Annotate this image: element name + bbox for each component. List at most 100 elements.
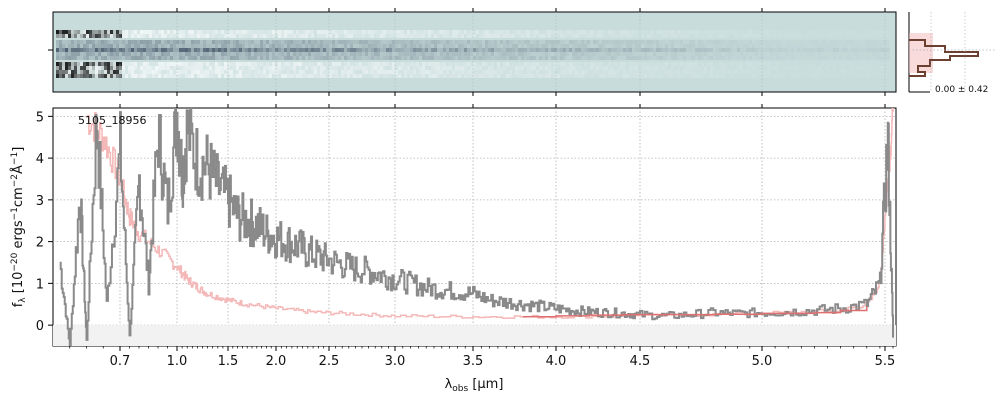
trace-pixel [419,44,422,48]
trace-pixel [371,44,374,48]
trace-pixel [101,52,104,56]
trace-pixel [698,44,701,48]
trace-pixel [320,52,323,56]
noise-pixel [272,30,275,34]
trace-pixel [230,40,233,44]
trace-pixel [767,52,770,56]
trace-pixel [722,48,725,52]
trace-pixel [746,48,749,52]
noise-pixel [416,62,419,66]
noise-pixel [365,30,368,34]
noise-pixel [686,74,689,78]
noise-pixel [233,34,236,38]
trace-pixel [566,40,569,44]
trace-pixel [869,52,872,56]
trace-pixel [620,48,623,52]
noise-pixel [482,66,485,70]
noise-pixel [710,62,713,66]
trace-pixel [566,44,569,48]
trace-pixel [740,56,743,60]
noise-pixel [410,62,413,66]
noise-pixel [152,34,155,38]
noise-pixel [824,66,827,70]
trace-pixel [182,44,185,48]
noise-pixel [515,34,518,38]
trace-pixel [164,52,167,56]
noise-pixel [803,34,806,38]
noise-pixel [254,74,257,78]
noise-pixel [233,74,236,78]
noise-pixel [437,66,440,70]
noise-pixel [353,62,356,66]
trace-pixel [872,52,875,56]
trace-pixel [389,40,392,44]
noise-pixel [860,30,863,34]
noise-pixel [395,66,398,70]
noise-pixel [509,66,512,70]
noise-pixel [800,30,803,34]
trace-pixel [764,48,767,52]
trace-pixel [599,56,602,60]
noise-pixel [740,74,743,78]
noise-pixel [320,70,323,74]
noise-pixel [656,66,659,70]
noise-pixel [578,30,581,34]
trace-pixel [167,44,170,48]
trace-pixel [878,48,881,52]
noise-pixel [401,74,404,78]
trace-pixel [818,44,821,48]
noise-pixel [155,30,158,34]
noise-pixel [299,70,302,74]
noise-pixel [545,74,548,78]
noise-pixel [137,30,140,34]
trace-pixel [287,52,290,56]
trace-pixel [500,52,503,56]
noise-pixel-dark [89,30,92,34]
noise-pixel [659,66,662,70]
trace-pixel [551,52,554,56]
trace-pixel [164,56,167,60]
trace-pixel [365,48,368,52]
noise-pixel [386,30,389,34]
noise-pixel [824,70,827,74]
trace-pixel [761,52,764,56]
noise-pixel-dark [104,34,107,38]
trace-pixel [179,56,182,60]
trace-pixel [860,40,863,44]
trace-pixel [512,40,515,44]
trace-pixel [476,56,479,60]
noise-pixel [746,74,749,78]
trace-pixel [845,52,848,56]
trace-pixel [461,40,464,44]
noise-pixel [506,62,509,66]
noise-pixel [680,74,683,78]
trace-pixel [692,44,695,48]
noise-pixel [827,66,830,70]
noise-pixel [443,66,446,70]
noise-pixel [317,34,320,38]
noise-pixel [731,70,734,74]
noise-pixel [242,34,245,38]
noise-pixel [302,34,305,38]
trace-pixel [257,48,260,52]
noise-pixel-dark [80,62,83,66]
trace-pixel [566,52,569,56]
noise-pixel [638,66,641,70]
trace-pixel [86,56,89,60]
noise-pixel [320,62,323,66]
trace-pixel [212,56,215,60]
trace-pixel [389,44,392,48]
x-tick-label: 4.0 [546,354,567,369]
noise-pixel [176,30,179,34]
noise-pixel [875,74,878,78]
noise-pixel-dark [56,70,59,74]
trace-pixel [710,52,713,56]
trace-pixel [62,52,65,56]
trace-pixel [854,56,857,60]
trace-pixel [575,40,578,44]
noise-pixel [113,34,116,38]
noise-pixel [257,34,260,38]
noise-pixel [695,66,698,70]
noise-pixel-dark [92,66,95,70]
trace-pixel [515,48,518,52]
